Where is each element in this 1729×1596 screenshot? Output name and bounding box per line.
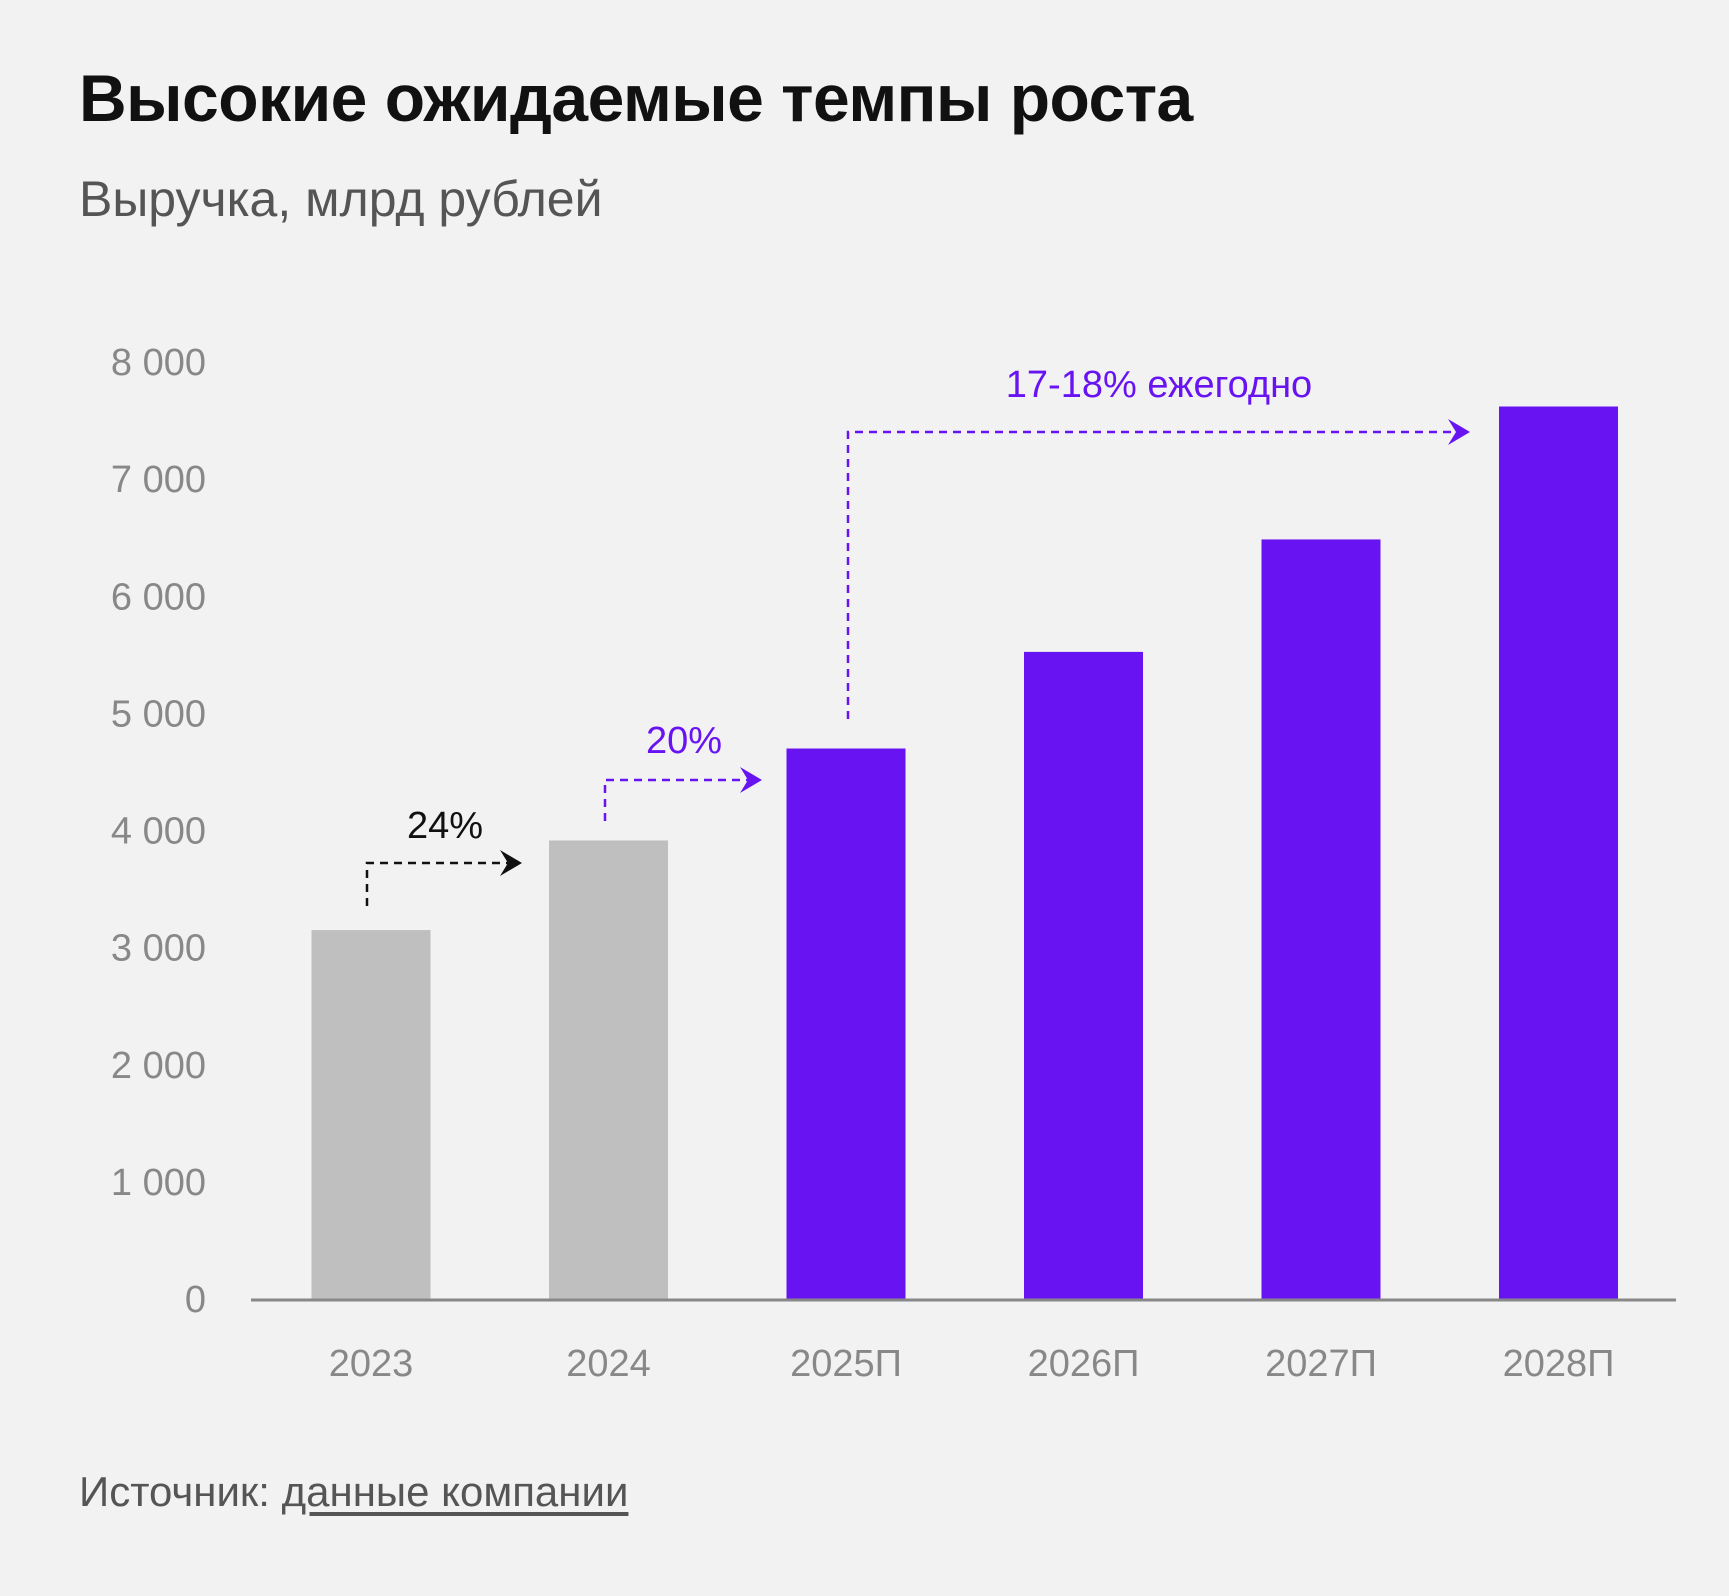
y-tick-label: 7 000 (111, 459, 206, 501)
bar-2026П (1024, 651, 1143, 1299)
x-tick-label: 2027П (1265, 1343, 1377, 1385)
bar-2027П (1261, 539, 1381, 1299)
bar-2023 (311, 930, 431, 1299)
y-tick-label: 6 000 (111, 576, 206, 618)
x-tick-label: 2023 (329, 1343, 414, 1385)
y-tick-label: 1 000 (111, 1162, 206, 1204)
y-tick-label: 0 (185, 1279, 206, 1321)
growth-arrow-line (365, 861, 514, 906)
bar-2025П (786, 748, 906, 1299)
growth-label: 20% (646, 720, 722, 762)
growth-label: 17-18% ежегодно (1006, 364, 1312, 406)
source-note: Источник: данные компании (79, 1468, 628, 1516)
chart-title: Высокие ожидаемые темпы роста (79, 61, 1193, 135)
x-tick-label: 2025П (790, 1343, 902, 1385)
x-tick-label: 2026П (1028, 1343, 1140, 1385)
growth-label: 24% (407, 805, 483, 847)
growth-arrow-line (846, 430, 1462, 719)
y-tick-label: 5 000 (111, 693, 206, 735)
source-link[interactable]: данные компании (281, 1468, 629, 1515)
arrowhead-icon (740, 767, 762, 793)
bar-2024 (549, 840, 668, 1299)
y-tick-label: 4 000 (111, 811, 206, 853)
source-label: Источник: (79, 1468, 270, 1515)
chart-subtitle: Выручка, млрд рублей (79, 171, 603, 227)
arrowhead-icon (1448, 419, 1470, 445)
y-tick-label: 3 000 (111, 928, 206, 970)
arrowhead-icon (500, 850, 522, 876)
x-tick-label: 2028П (1503, 1343, 1615, 1385)
y-tick-label: 8 000 (111, 342, 206, 384)
growth-arrow-line (603, 778, 754, 821)
x-tick-label: 2024 (566, 1343, 651, 1385)
y-tick-label: 2 000 (111, 1045, 206, 1087)
bar-2028П (1499, 406, 1618, 1299)
